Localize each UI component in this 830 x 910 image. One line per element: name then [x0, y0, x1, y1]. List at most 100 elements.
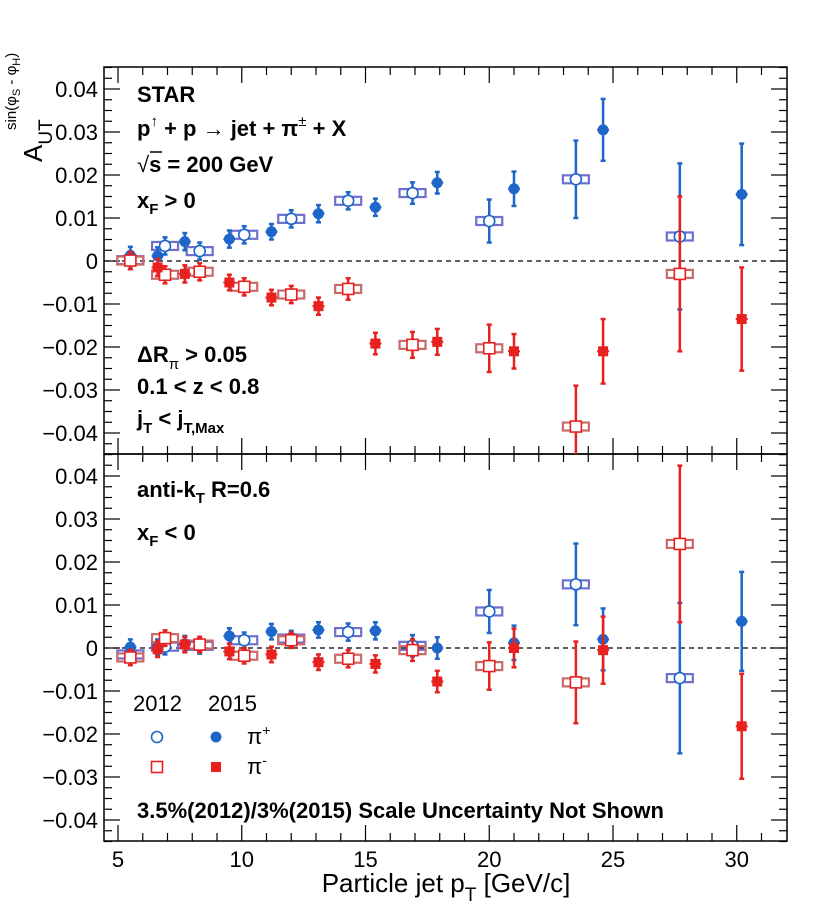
legend-pi-minus-2012-marker [150, 760, 164, 774]
data-point-filled-circle [369, 625, 381, 637]
data-point-open-square [569, 676, 583, 689]
data-point-filled-circle [265, 626, 277, 638]
y-tick-label: −0.02 [42, 722, 98, 747]
xf-top-main: x [137, 188, 150, 213]
jet-algo-label: anti-kT R=0.6 [137, 477, 270, 507]
data-point-filled-square [432, 676, 443, 687]
y-axis-title-sup-s: S [11, 89, 23, 96]
data-point-filled-square [224, 277, 235, 288]
y-tick-label: 0 [86, 636, 98, 661]
legend-pi-minus: π [247, 754, 262, 779]
sqrt-symbol: √ [137, 152, 150, 177]
data-point-open-circle [341, 625, 355, 639]
x-tick-label: 15 [353, 847, 377, 872]
jt-sub: T [143, 420, 152, 437]
y-tick-label: −0.03 [42, 378, 98, 403]
data-point-filled-square [509, 346, 519, 357]
data-point-filled-square [736, 314, 747, 325]
y-axis-title-sub: UT [36, 119, 57, 145]
data-point-filled-square [179, 268, 190, 279]
y-tick-label: 0.03 [55, 507, 98, 532]
x-tick-label: 20 [477, 847, 501, 872]
xf-cut-top: xF > 0 [137, 188, 196, 218]
jt-cut: jT < jT,Max [136, 406, 225, 437]
xf-top-rest: > 0 [158, 188, 195, 213]
data-point-filled-circle [124, 641, 136, 653]
y-axis-title-sup: sin(φ [3, 96, 20, 130]
data-point-open-circle [158, 239, 172, 253]
bottom-panel-markers [116, 464, 748, 780]
data-point-open-square [284, 633, 298, 647]
legend-pi-plus-2015-marker [210, 731, 222, 743]
top-axis-ticks: 0.04 0.03 0.02 0.01 0 −0.01 −0.02 −0.03 −0.04 [42, 66, 787, 456]
algo-rest: R=0.6 [205, 477, 270, 502]
data-point-filled-square [370, 338, 381, 349]
y-axis-title: AUT sin(φS - φH) [3, 53, 57, 162]
data-point-filled-square [598, 645, 609, 656]
data-point-open-circle [237, 633, 251, 647]
legend-pi-minus-label: π- [247, 752, 267, 779]
x-tick-label: 30 [725, 847, 749, 872]
data-point-filled-circle [312, 624, 324, 636]
data-point-open-circle [482, 605, 496, 618]
svg-text:sin(φS - φH): sin(φS - φH) [3, 53, 23, 130]
top-panel-markers [116, 97, 748, 454]
data-point-filled-square [266, 649, 277, 660]
data-point-filled-square [313, 657, 324, 668]
energy-label: √s = 200 GeV [137, 152, 274, 177]
data-point-open-square [341, 282, 355, 296]
legend-header-2012: 2012 [133, 691, 182, 716]
x-tick-label: 5 [112, 847, 124, 872]
data-point-open-square [158, 631, 172, 645]
data-point-filled-square [313, 301, 324, 312]
data-point-filled-circle [223, 630, 235, 642]
data-point-open-square [237, 649, 251, 663]
dr-rest: > 0.05 [179, 342, 247, 367]
algo-main: anti-k [137, 477, 196, 502]
reaction-jet: jet + π [225, 116, 299, 141]
y-axis-title-main: A [18, 144, 48, 162]
legend-header-2015: 2015 [208, 691, 257, 716]
reaction-arrow: → [203, 116, 225, 141]
data-point-open-square [673, 537, 687, 551]
delta-r-cut: ΔRπ > 0.05 [137, 342, 247, 373]
data-point-open-square [341, 652, 355, 666]
data-point-filled-square [370, 658, 381, 669]
y-tick-label: 0.01 [55, 206, 98, 231]
data-point-filled-circle [312, 208, 324, 220]
y-tick-label: 0.03 [55, 120, 98, 145]
y-tick-label: −0.01 [42, 679, 98, 704]
data-point-open-circle [406, 186, 419, 200]
data-point-filled-circle [431, 642, 443, 654]
data-point-open-square [284, 288, 298, 301]
jt-sub2: T,Max [183, 420, 225, 437]
y-tick-label: −0.02 [42, 335, 98, 360]
data-point-open-circle [237, 228, 251, 242]
data-point-open-square [569, 420, 583, 433]
y-tick-label: 0.02 [55, 163, 98, 188]
data-point-filled-square [598, 346, 609, 357]
data-point-filled-square [509, 643, 519, 653]
data-point-filled-circle [736, 188, 748, 200]
algo-sub: T [196, 490, 205, 507]
y-tick-label: −0.03 [42, 765, 98, 790]
svg-text:AUT: AUT [18, 119, 57, 162]
data-point-open-square [237, 280, 251, 294]
reaction-tail: + X [307, 116, 347, 141]
data-point-filled-square [736, 721, 747, 732]
data-point-open-square [406, 643, 419, 657]
legend-pi-plus: π [247, 724, 262, 749]
reaction-label: p↑ + p → jet + π± + X [137, 113, 347, 141]
data-point-open-circle [569, 578, 583, 591]
legend-pi-plus-label: π+ [247, 722, 270, 749]
legend-pi-minus-sup: - [262, 752, 267, 768]
y-tick-label: −0.04 [42, 808, 98, 833]
data-point-filled-circle [508, 183, 520, 195]
data-point-open-circle [341, 194, 355, 208]
data-point-filled-square [266, 292, 277, 303]
x-tick-label: 10 [230, 847, 254, 872]
data-point-filled-square [224, 646, 235, 657]
y-axis-title-sup-end: ) [3, 53, 20, 58]
data-point-open-circle [482, 214, 496, 228]
